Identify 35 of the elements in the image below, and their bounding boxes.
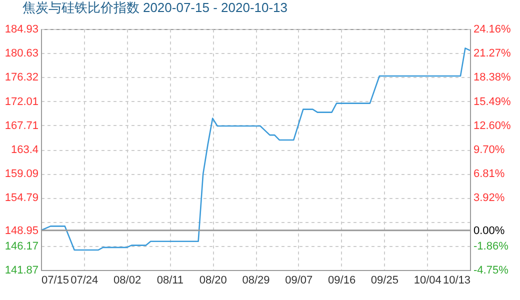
chart-title: 焦炭与硅铁比价指数 2020-07-15 - 2020-10-13 <box>22 0 288 15</box>
y-tick-label: 146.17 <box>4 240 38 252</box>
y2-tick-label: 3.92% <box>474 192 505 204</box>
x-tick-label: 07/15 <box>42 274 70 286</box>
y2-tick-label: 21.27% <box>474 48 512 60</box>
y2-tick-label: 24.16% <box>474 24 512 36</box>
x-tick-label: 09/16 <box>328 274 356 286</box>
y-tick-label: 176.32 <box>4 72 38 84</box>
x-tick-label: 09/07 <box>285 274 313 286</box>
y2-tick-label: 12.60% <box>474 120 512 132</box>
x-tick-label: 08/29 <box>242 274 270 286</box>
x-tick-label: 09/25 <box>370 274 398 286</box>
x-tick-label: 08/02 <box>114 274 142 286</box>
y-tick-label: 172.01 <box>4 96 38 108</box>
y-tick-label: 159.09 <box>4 168 38 180</box>
x-tick-label: 08/11 <box>156 274 184 286</box>
y-tick-label: 154.79 <box>4 192 38 204</box>
y2-tick-label: 15.49% <box>474 96 512 108</box>
y2-tick-label: 0.00% <box>474 224 505 237</box>
y-tick-label: 184.93 <box>4 24 38 36</box>
y2-tick-label: 18.38% <box>474 72 512 84</box>
y-tick-label: 141.87 <box>4 264 38 276</box>
x-tick-label: 10/13 <box>442 274 470 286</box>
y-tick-label: 148.95 <box>4 224 38 237</box>
y2-tick-label: 6.81% <box>474 168 505 180</box>
y-tick-label: 180.63 <box>4 48 38 60</box>
line-series <box>40 48 471 251</box>
y2-tick-label: -1.86% <box>474 240 509 252</box>
y-tick-label: 167.71 <box>4 120 38 132</box>
x-tick-label: 07/24 <box>70 274 98 286</box>
x-tick-label: 10/04 <box>414 274 442 286</box>
y-tick-label: 163.4 <box>10 144 38 156</box>
y2-tick-label: 9.70% <box>474 144 505 156</box>
y2-tick-label: -4.75% <box>474 264 509 276</box>
x-tick-label: 08/20 <box>199 274 227 286</box>
